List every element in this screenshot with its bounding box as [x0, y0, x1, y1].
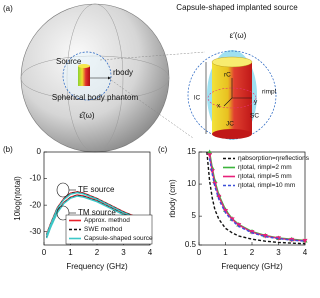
eps-body: ε̂(ω) — [79, 111, 94, 120]
panel-label: (b) — [3, 145, 13, 154]
x-tick-label: 4 — [148, 248, 153, 257]
x-tick-label: 2 — [250, 248, 255, 257]
panel-label: (a) — [3, 4, 13, 13]
x-tick-label: 3 — [121, 248, 126, 257]
marker — [223, 209, 228, 214]
capsule-label: Capsule-shaped implanted source — [176, 3, 298, 12]
j-c: JC — [226, 121, 234, 128]
y-tick-label: 0 — [37, 147, 42, 156]
source-top — [78, 64, 90, 68]
legend-label: Approx. method — [84, 217, 130, 224]
x-tick-label: 0 — [197, 248, 202, 257]
y-tick-label: 5 — [192, 211, 197, 220]
x-tick-label: 0 — [42, 248, 47, 257]
eps-impl: ε′(ω) — [230, 31, 247, 40]
series-line — [45, 191, 151, 236]
phantom-label: Spherical body phantom — [52, 93, 139, 102]
marker — [302, 238, 308, 244]
axis-x: x — [217, 103, 221, 110]
axis — [223, 97, 233, 107]
y-tick-label: 0.5 — [185, 240, 197, 249]
y-tick-label: -20 — [29, 200, 41, 209]
capsule-bottom — [212, 129, 252, 139]
series-line — [208, 158, 306, 242]
legend-label: ηtotal, rimpl=2 mm — [238, 164, 292, 171]
marker — [262, 234, 268, 239]
figure: (a) Source Spherical body phantom ε̂(ω) … — [3, 3, 310, 271]
x-axis-label: Frequency (GHz) — [66, 262, 128, 271]
x-axis-label: Frequency (GHz) — [221, 262, 283, 271]
legend-label: ηtotal, rimpl=5 mm — [238, 173, 292, 180]
series-line — [206, 151, 306, 245]
r-body: rbody — [113, 68, 133, 77]
legend-label: SWE method — [84, 226, 123, 233]
capsule-top — [211, 56, 253, 68]
y-tick-label: 15 — [187, 147, 196, 156]
marker — [207, 149, 213, 154]
zoom-circle — [187, 50, 277, 140]
y-tick-label: -30 — [29, 227, 41, 236]
panel-label: (c) — [158, 145, 168, 154]
capsule-ring — [207, 87, 257, 109]
s-c: SC — [250, 113, 259, 120]
zoom-line — [110, 79, 194, 139]
annotation-ring — [56, 182, 70, 198]
legend-label: ηabsorption=ηreflections — [238, 155, 310, 162]
legend-label: ηtotal, rimpl=10 mm — [238, 182, 295, 189]
x-tick-label: 3 — [276, 248, 281, 257]
source-cylinder — [78, 66, 90, 86]
legend-box — [220, 153, 304, 191]
marker — [207, 153, 213, 158]
y-tick-label: -10 — [29, 174, 41, 183]
marker — [276, 236, 281, 241]
r-c: rC — [224, 72, 231, 79]
l-c: lC — [194, 95, 200, 102]
y-axis-label: rbody (cm) — [168, 179, 177, 218]
x-tick-label: 1 — [68, 248, 73, 257]
annotation: TM source — [78, 208, 116, 217]
marker — [236, 223, 242, 228]
source-label: Source — [56, 57, 82, 66]
legend-label: Capsule-shaped source — [84, 235, 153, 242]
y-tick-label: 10 — [187, 179, 196, 188]
axis-y: y — [254, 99, 258, 106]
x-tick-label: 4 — [303, 248, 308, 257]
y-axis-label: 10log(ηtotal) — [13, 176, 22, 221]
zoom-line — [99, 51, 206, 61]
annotation: TE source — [78, 185, 115, 194]
x-tick-label: 1 — [223, 248, 228, 257]
panel-a: (a) Source Spherical body phantom ε̂(ω) … — [3, 3, 298, 153]
x-tick-label: 2 — [95, 248, 100, 257]
r-impl: rimpl — [262, 89, 277, 96]
marker — [216, 194, 222, 200]
arrow-head — [108, 76, 111, 80]
